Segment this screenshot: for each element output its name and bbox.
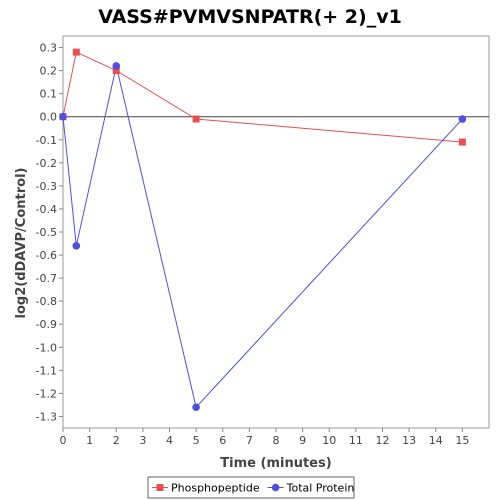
data-point-total-protein [72, 242, 81, 250]
y-tick-label: -0.9 [36, 318, 57, 331]
x-tick-label: 9 [299, 434, 306, 447]
x-tick-label: 4 [166, 434, 173, 447]
data-point-total-protein [59, 112, 67, 121]
y-tick-label: 0.3 [40, 42, 58, 55]
y-tick-label: -0.8 [36, 295, 57, 308]
x-axis: 0 1 2 3 4 5 6 7 8 9 10 11 12 13 14 15 [60, 428, 469, 447]
data-point-phosphopeptide [112, 67, 120, 75]
y-tick-label: 0.0 [40, 111, 58, 124]
x-tick-label: 3 [139, 434, 146, 447]
legend-label-phosphopeptide: Phosphopeptide [171, 482, 260, 495]
x-tick-label: 7 [246, 434, 253, 447]
y-tick-label: -0.2 [36, 157, 57, 170]
data-point-total-protein [192, 403, 200, 412]
legend: Phosphopeptide Total Protein [147, 476, 355, 499]
legend-box [147, 476, 355, 499]
y-tick-label: -0.4 [36, 203, 57, 216]
data-point-total-protein [458, 115, 467, 123]
x-tick-label: 14 [429, 434, 443, 447]
y-tick-label: -0.3 [36, 180, 57, 193]
data-point-phosphopeptide [72, 48, 80, 56]
chart-title: VASS#PVMVSNPATR(+ 2)_v1 [98, 6, 402, 28]
y-tick-label: 0.2 [40, 65, 58, 78]
plot-area [62, 35, 490, 429]
x-tick-label: 5 [193, 434, 200, 447]
x-tick-label: 11 [349, 434, 363, 447]
x-tick-label: 1 [86, 434, 93, 447]
x-tick-label: 2 [113, 434, 120, 447]
y-axis-label: log2(dDAVP/Control) [14, 168, 29, 319]
y-tick-label: -0.5 [36, 226, 57, 239]
y-tick-label: 0.1 [40, 88, 58, 101]
data-point-phosphopeptide [192, 115, 200, 123]
x-tick-label: 15 [455, 434, 469, 447]
y-tick-label: -1.3 [36, 410, 57, 423]
y-tick-label: -1.0 [36, 341, 57, 354]
x-tick-label: 0 [60, 434, 67, 447]
x-tick-label: 12 [376, 434, 390, 447]
y-tick-label: -1.1 [36, 364, 57, 377]
y-tick-label: -0.1 [36, 134, 57, 147]
legend-marker-total-protein [271, 483, 280, 492]
legend-marker-phosphopeptide [156, 484, 164, 491]
y-tick-label: -1.2 [36, 387, 57, 400]
x-tick-label: 10 [322, 434, 336, 447]
series-layer [59, 48, 467, 412]
legend-label-total-protein: Total Protein [286, 482, 355, 495]
x-tick-label: 13 [402, 434, 416, 447]
data-point-phosphopeptide [458, 138, 466, 146]
y-axis: 0.3 0.2 0.1 0.0 -0.1 -0.2 -0.3 -0.4 -0.5 -0.6 -0.7… [36, 42, 63, 423]
x-tick-label: 6 [219, 434, 226, 447]
y-tick-label: -0.7 [36, 272, 57, 285]
data-point-total-protein [112, 62, 121, 70]
y-tick-label: -0.6 [36, 249, 57, 262]
x-tick-label: 8 [273, 434, 280, 447]
x-axis-label: Time (minutes) [220, 456, 331, 471]
